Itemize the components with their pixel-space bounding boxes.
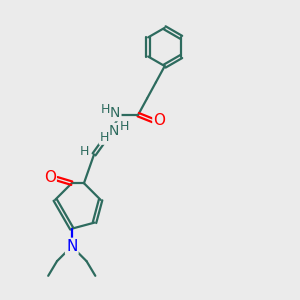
Text: H: H: [100, 103, 110, 116]
Text: N: N: [109, 124, 119, 138]
Text: H: H: [119, 120, 129, 133]
Text: O: O: [44, 170, 56, 185]
Text: N: N: [66, 239, 77, 254]
Text: H: H: [80, 145, 89, 158]
Text: O: O: [153, 113, 165, 128]
Text: N: N: [110, 106, 120, 120]
Text: H: H: [100, 131, 109, 144]
